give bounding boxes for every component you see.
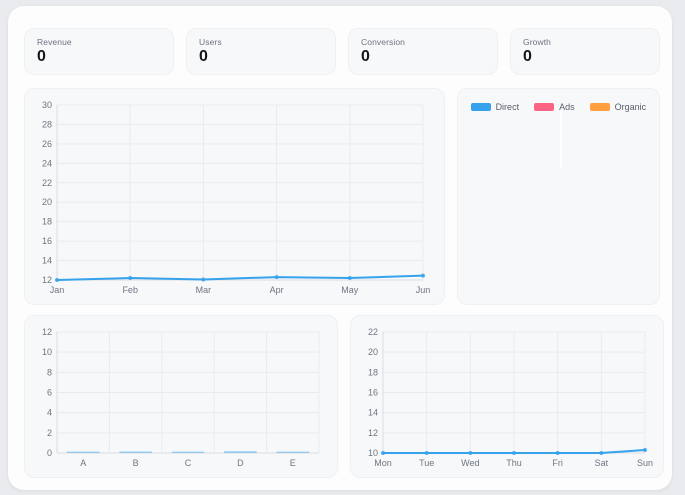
middle-row: 12 14 16 18 20 22 24 26 28 30 Jan Feb Mar Apr May Jun D…: [24, 88, 660, 305]
stat-value-revenue: 0: [37, 48, 46, 65]
svg-text:Thu: Thu: [506, 458, 522, 468]
svg-text:14: 14: [42, 256, 52, 266]
legend-swatch-organic-icon: [589, 103, 610, 111]
svg-text:16: 16: [42, 236, 52, 246]
stat-card-conversion: Conversion 0: [348, 28, 498, 75]
svg-text:A: A: [80, 458, 86, 468]
svg-text:Wed: Wed: [461, 458, 479, 468]
svg-text:Jun: Jun: [416, 285, 431, 295]
svg-text:0: 0: [47, 448, 52, 458]
stat-value-conversion: 0: [361, 48, 370, 65]
svg-text:24: 24: [42, 158, 52, 168]
category-bar-chart-card: 0 2 4 6 8 10 12 A B C D E: [24, 315, 338, 478]
svg-text:20: 20: [42, 197, 52, 207]
svg-text:Sun: Sun: [637, 458, 653, 468]
svg-text:12: 12: [368, 428, 378, 438]
svg-text:4: 4: [47, 408, 52, 418]
svg-text:6: 6: [47, 388, 52, 398]
legend-swatch-direct-icon: [470, 103, 491, 111]
svg-text:D: D: [237, 458, 244, 468]
pie-legend: Direct Ads Organic: [458, 89, 659, 112]
dashboard-container: Revenue 0 Users 0 Conversion 0 Growth 0 …: [8, 6, 672, 490]
traffic-sources-card: Direct Ads Organic: [456, 88, 660, 305]
svg-text:Fri: Fri: [552, 458, 563, 468]
legend-item-direct[interactable]: Direct: [470, 102, 520, 112]
weekly-line-chart[interactable]: 10 12 14 16 18 20 22 Mon Tue Wed Thu Fri Sat Sun: [359, 324, 655, 471]
stat-label-conversion: Conversion: [361, 37, 405, 47]
svg-text:20: 20: [368, 347, 378, 357]
svg-text:28: 28: [42, 119, 52, 129]
bottom-row: 0 2 4 6 8 10 12 A B C D E 10 12 14 16 18 20 22 Mon Tue Wed Th…: [24, 315, 664, 478]
svg-text:22: 22: [42, 178, 52, 188]
svg-text:30: 30: [42, 100, 52, 110]
monthly-line-chart-card: 12 14 16 18 20 22 24 26 28 30 Jan Feb Mar Apr May Jun: [24, 88, 445, 305]
monthly-line-chart[interactable]: 12 14 16 18 20 22 24 26 28 30 Jan Feb Mar Apr May Jun: [33, 97, 433, 298]
stat-label-users: Users: [199, 37, 222, 47]
legend-label-direct: Direct: [495, 102, 520, 112]
svg-text:B: B: [133, 458, 139, 468]
svg-text:Sat: Sat: [595, 458, 609, 468]
svg-text:10: 10: [42, 347, 52, 357]
stat-value-growth: 0: [523, 48, 532, 65]
svg-text:22: 22: [368, 327, 378, 337]
svg-text:18: 18: [42, 217, 52, 227]
svg-text:Mar: Mar: [196, 285, 212, 295]
svg-text:C: C: [185, 458, 192, 468]
svg-text:8: 8: [47, 367, 52, 377]
svg-text:Mon: Mon: [374, 458, 392, 468]
stat-value-users: 0: [199, 48, 208, 65]
stat-card-growth: Growth 0: [510, 28, 660, 75]
stat-card-users: Users 0: [186, 28, 336, 75]
legend-label-organic: Organic: [614, 102, 647, 112]
empty-pie-slice-border: [559, 111, 563, 169]
svg-text:Feb: Feb: [122, 285, 138, 295]
svg-text:Apr: Apr: [270, 285, 284, 295]
legend-item-ads[interactable]: Ads: [534, 102, 575, 112]
svg-text:18: 18: [368, 367, 378, 377]
svg-text:26: 26: [42, 139, 52, 149]
svg-text:E: E: [290, 458, 296, 468]
svg-text:12: 12: [42, 275, 52, 285]
svg-text:Jan: Jan: [50, 285, 65, 295]
stat-label-revenue: Revenue: [37, 37, 72, 47]
svg-text:16: 16: [368, 388, 378, 398]
legend-label-ads: Ads: [559, 102, 575, 112]
svg-text:Tue: Tue: [419, 458, 434, 468]
svg-text:10: 10: [368, 448, 378, 458]
svg-text:May: May: [341, 285, 359, 295]
legend-swatch-ads-icon: [534, 103, 555, 111]
stat-label-growth: Growth: [523, 37, 551, 47]
stats-row: Revenue 0 Users 0 Conversion 0 Growth 0: [24, 28, 660, 75]
category-bar-chart[interactable]: 0 2 4 6 8 10 12 A B C D E: [33, 324, 329, 471]
legend-item-organic[interactable]: Organic: [589, 102, 647, 112]
weekly-line-chart-card: 10 12 14 16 18 20 22 Mon Tue Wed Thu Fri Sat Sun: [350, 315, 664, 478]
stat-card-revenue: Revenue 0: [24, 28, 174, 75]
svg-text:14: 14: [368, 408, 378, 418]
svg-text:2: 2: [47, 428, 52, 438]
svg-text:12: 12: [42, 327, 52, 337]
